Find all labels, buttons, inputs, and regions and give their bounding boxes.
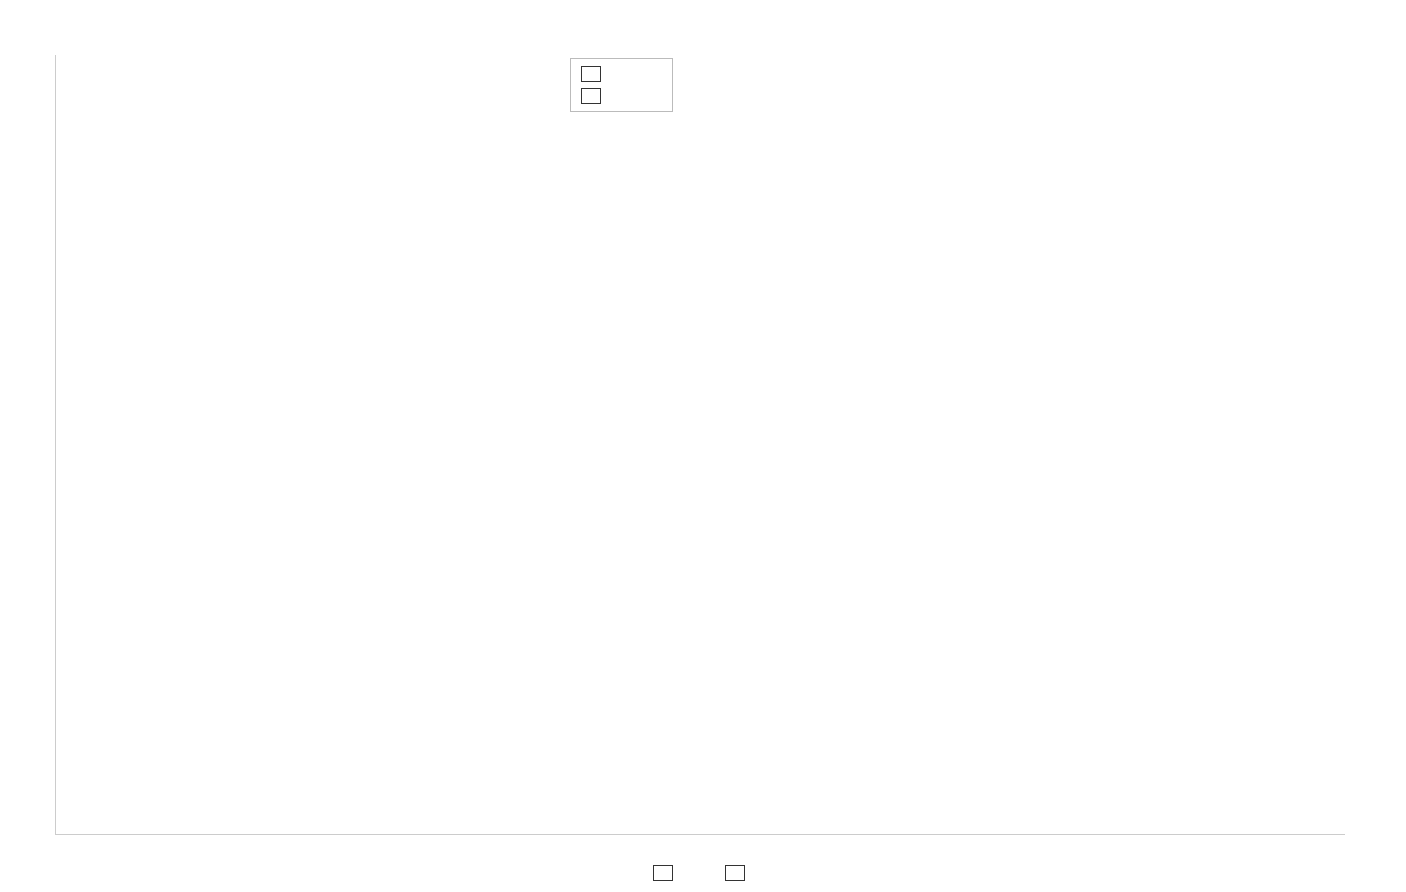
swatch-micronesia-icon (653, 865, 673, 881)
swatch-micronesia (581, 66, 601, 82)
legend-item-micronesia (653, 865, 681, 881)
correlation-legend (570, 58, 673, 112)
scatter-svg (56, 55, 356, 205)
swatch-latin (581, 88, 601, 104)
series-legend (0, 865, 1406, 886)
legend-row-micronesia (581, 63, 662, 85)
legend-row-latin (581, 85, 662, 107)
swatch-latin-icon (725, 865, 745, 881)
chart-plot-area (55, 55, 1345, 835)
legend-item-latin (725, 865, 753, 881)
